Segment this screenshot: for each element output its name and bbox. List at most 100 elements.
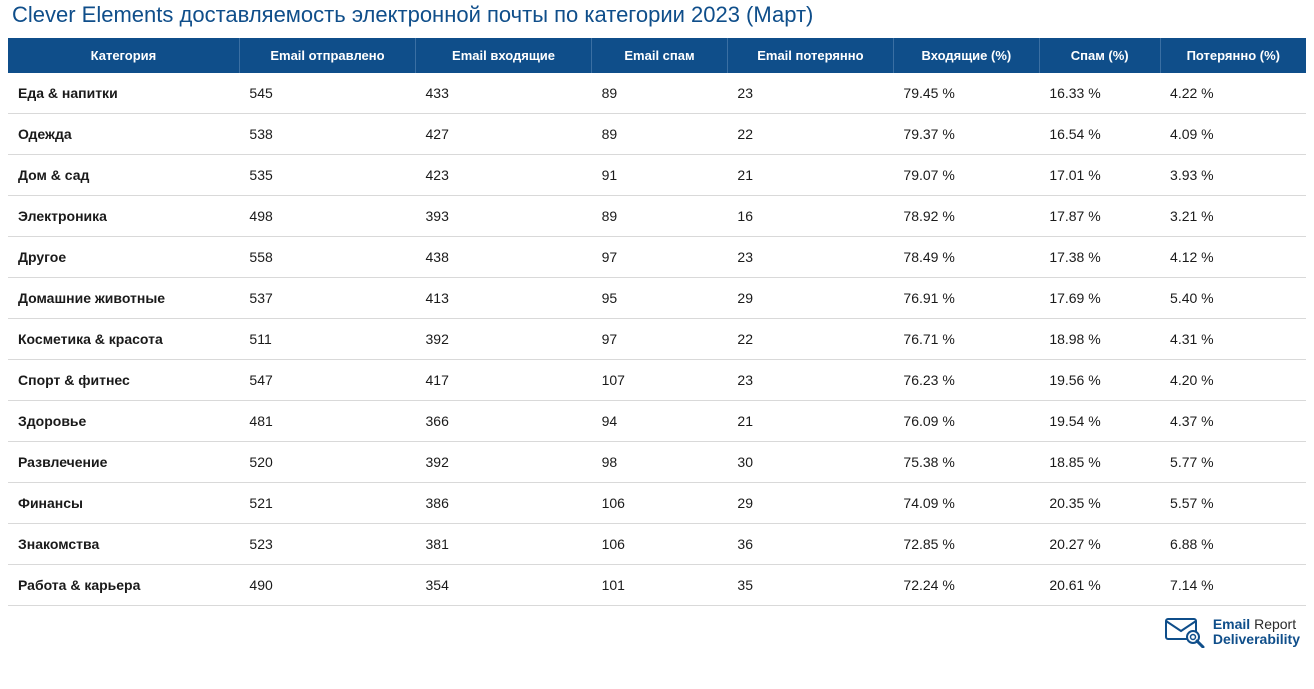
category-cell: Дом & сад — [8, 155, 239, 196]
data-cell: 558 — [239, 237, 415, 278]
table-row: Еда & напитки545433892379.45 %16.33 %4.2… — [8, 73, 1306, 114]
data-cell: 521 — [239, 483, 415, 524]
table-row: Финансы5213861062974.09 %20.35 %5.57 % — [8, 483, 1306, 524]
data-cell: 91 — [592, 155, 728, 196]
data-cell: 393 — [416, 196, 592, 237]
data-cell: 5.40 % — [1160, 278, 1306, 319]
category-cell: Финансы — [8, 483, 239, 524]
data-cell: 78.92 % — [893, 196, 1039, 237]
data-cell: 19.56 % — [1039, 360, 1160, 401]
data-cell: 17.01 % — [1039, 155, 1160, 196]
data-cell: 433 — [416, 73, 592, 114]
table-row: Другое558438972378.49 %17.38 %4.12 % — [8, 237, 1306, 278]
data-cell: 5.77 % — [1160, 442, 1306, 483]
data-cell: 89 — [592, 73, 728, 114]
category-cell: Развлечение — [8, 442, 239, 483]
data-cell: 17.87 % — [1039, 196, 1160, 237]
data-cell: 4.31 % — [1160, 319, 1306, 360]
data-cell: 22 — [727, 114, 893, 155]
data-cell: 535 — [239, 155, 415, 196]
data-cell: 18.85 % — [1039, 442, 1160, 483]
table-row: Дом & сад535423912179.07 %17.01 %3.93 % — [8, 155, 1306, 196]
data-cell: 21 — [727, 401, 893, 442]
category-cell: Электроника — [8, 196, 239, 237]
data-cell: 76.23 % — [893, 360, 1039, 401]
data-cell: 94 — [592, 401, 728, 442]
table-header-cell: Email входящие — [416, 38, 592, 73]
category-cell: Другое — [8, 237, 239, 278]
data-cell: 98 — [592, 442, 728, 483]
data-cell: 76.91 % — [893, 278, 1039, 319]
data-cell: 29 — [727, 278, 893, 319]
data-cell: 490 — [239, 565, 415, 606]
data-cell: 22 — [727, 319, 893, 360]
table-header-cell: Входящие (%) — [893, 38, 1039, 73]
data-cell: 3.93 % — [1160, 155, 1306, 196]
data-cell: 21 — [727, 155, 893, 196]
category-cell: Одежда — [8, 114, 239, 155]
data-cell: 498 — [239, 196, 415, 237]
table-header-cell: Email отправлено — [239, 38, 415, 73]
data-cell: 79.45 % — [893, 73, 1039, 114]
deliverability-table: КатегорияEmail отправленоEmail входящиеE… — [8, 38, 1306, 606]
table-row: Работа & карьера4903541013572.24 %20.61 … — [8, 565, 1306, 606]
data-cell: 537 — [239, 278, 415, 319]
table-header-cell: Email потерянно — [727, 38, 893, 73]
data-cell: 29 — [727, 483, 893, 524]
data-cell: 89 — [592, 114, 728, 155]
footer-logo: Email Report Deliverability — [8, 606, 1306, 648]
data-cell: 386 — [416, 483, 592, 524]
data-cell: 76.09 % — [893, 401, 1039, 442]
data-cell: 97 — [592, 319, 728, 360]
data-cell: 17.38 % — [1039, 237, 1160, 278]
data-cell: 97 — [592, 237, 728, 278]
data-cell: 4.12 % — [1160, 237, 1306, 278]
table-row: Знакомства5233811063672.85 %20.27 %6.88 … — [8, 524, 1306, 565]
table-row: Спорт & фитнес5474171072376.23 %19.56 %4… — [8, 360, 1306, 401]
data-cell: 101 — [592, 565, 728, 606]
table-header-row: КатегорияEmail отправленоEmail входящиеE… — [8, 38, 1306, 73]
data-cell: 511 — [239, 319, 415, 360]
data-cell: 72.85 % — [893, 524, 1039, 565]
data-cell: 72.24 % — [893, 565, 1039, 606]
category-cell: Работа & карьера — [8, 565, 239, 606]
footer-brand-line2: Deliverability — [1213, 632, 1300, 647]
footer-brand-text: Email Report Deliverability — [1213, 617, 1300, 646]
data-cell: 35 — [727, 565, 893, 606]
data-cell: 4.09 % — [1160, 114, 1306, 155]
data-cell: 392 — [416, 442, 592, 483]
table-row: Одежда538427892279.37 %16.54 %4.09 % — [8, 114, 1306, 155]
data-cell: 17.69 % — [1039, 278, 1160, 319]
table-row: Электроника498393891678.92 %17.87 %3.21 … — [8, 196, 1306, 237]
table-row: Косметика & красота511392972276.71 %18.9… — [8, 319, 1306, 360]
data-cell: 16.33 % — [1039, 73, 1160, 114]
data-cell: 89 — [592, 196, 728, 237]
table-row: Развлечение520392983075.38 %18.85 %5.77 … — [8, 442, 1306, 483]
data-cell: 545 — [239, 73, 415, 114]
data-cell: 5.57 % — [1160, 483, 1306, 524]
category-cell: Еда & напитки — [8, 73, 239, 114]
data-cell: 7.14 % — [1160, 565, 1306, 606]
data-cell: 23 — [727, 73, 893, 114]
data-cell: 16 — [727, 196, 893, 237]
data-cell: 20.35 % — [1039, 483, 1160, 524]
data-cell: 74.09 % — [893, 483, 1039, 524]
data-cell: 423 — [416, 155, 592, 196]
data-cell: 106 — [592, 524, 728, 565]
data-cell: 79.07 % — [893, 155, 1039, 196]
data-cell: 354 — [416, 565, 592, 606]
data-cell: 36 — [727, 524, 893, 565]
table-header-cell: Email спам — [592, 38, 728, 73]
data-cell: 427 — [416, 114, 592, 155]
data-cell: 19.54 % — [1039, 401, 1160, 442]
data-cell: 520 — [239, 442, 415, 483]
table-header-cell: Потерянно (%) — [1160, 38, 1306, 73]
data-cell: 23 — [727, 360, 893, 401]
category-cell: Здоровье — [8, 401, 239, 442]
data-cell: 20.61 % — [1039, 565, 1160, 606]
data-cell: 23 — [727, 237, 893, 278]
data-cell: 547 — [239, 360, 415, 401]
data-cell: 18.98 % — [1039, 319, 1160, 360]
data-cell: 538 — [239, 114, 415, 155]
data-cell: 20.27 % — [1039, 524, 1160, 565]
